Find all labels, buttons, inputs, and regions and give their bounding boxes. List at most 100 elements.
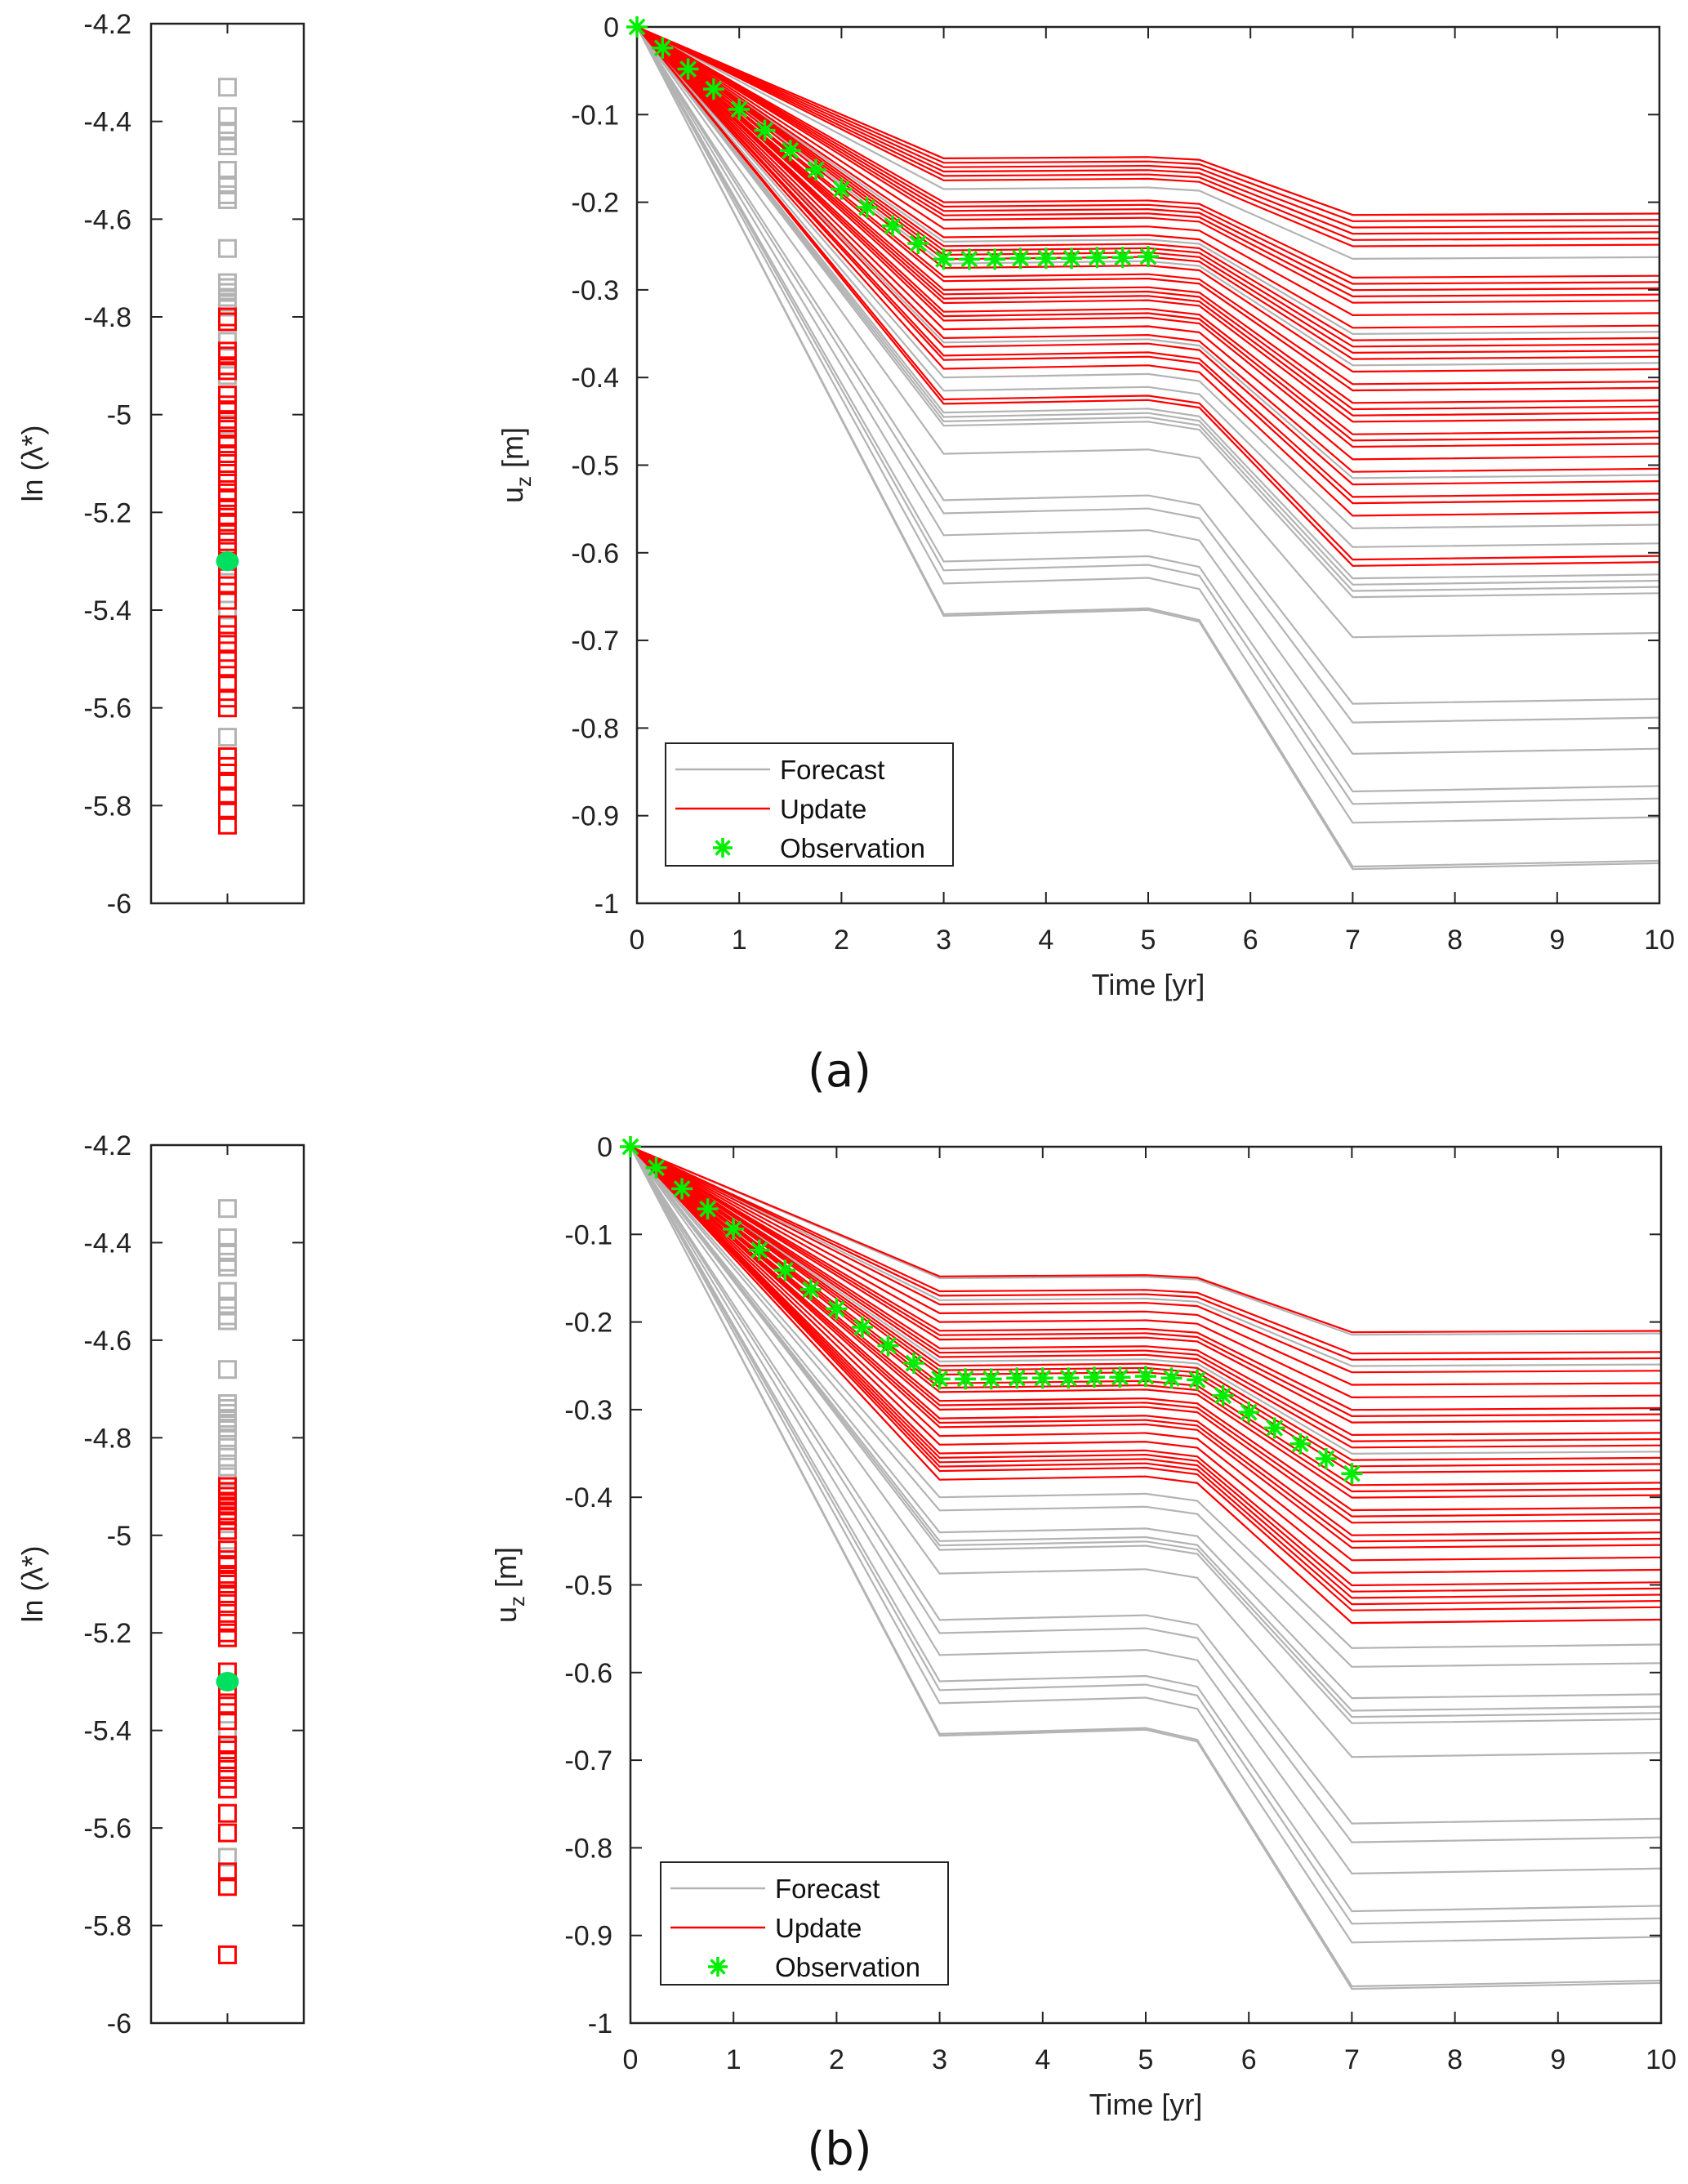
update-parameter-marker [218,400,237,420]
y-axis-title-symbol: u [496,487,529,503]
update-parameter-marker [218,1603,237,1623]
x-tick-label: 2 [829,2044,844,2075]
update-trajectory [637,26,1659,292]
observation-marker [831,178,853,200]
lambda-strip-plot-a: -4.2 -4.4 -4.6 -4.8 -5 -5.2 -5.4 -5.6 -5.8 -6 ln (… [16,9,305,920]
observation-marker [856,197,878,219]
forecast-parameter-marker [218,1467,237,1486]
update-parameter-marker [218,1521,237,1540]
update-trajectory [630,1146,1661,1587]
x-tick-label: 5 [1138,2044,1154,2075]
update-trajectory [630,1146,1661,1449]
observation-marker [933,248,955,270]
update-parameter-marker [218,674,237,693]
forecast-parameter-marker [218,175,237,194]
forecast-trajectory [630,1146,1661,1875]
update-parameter-marker [218,463,237,483]
panel-caption-a: (a) [808,1045,871,1098]
observation-marker [805,158,827,181]
forecast-parameter-marker [218,1199,237,1219]
update-trajectory [637,26,1659,561]
panel-b: -4.2 -4.4 -4.6 -4.8 -5 -5.2 -5.4 -5.6 -5.8 -6 ln (… [16,1130,1677,2176]
forecast-trajectory [630,1146,1661,1700]
forecast-trajectory [637,26,1659,580]
update-parameter-marker [218,1741,237,1760]
update-parameter-marker [218,625,237,644]
update-trajectory [637,26,1659,247]
observation-marker [1031,1367,1053,1389]
forecast-trajectory [637,26,1659,261]
forecast-parameter-marker [218,1447,237,1467]
strip-y-tick-label: -5 [107,400,131,431]
observation-marker [652,37,674,59]
forecast-parameter-marker [218,1428,237,1447]
strip-y-tick-label: -4.4 [83,1228,131,1259]
forecast-trajectory [630,1146,1661,1724]
observation-marker [903,1353,925,1375]
x-tick-label: 6 [1243,925,1258,956]
update-parameter-marker [218,473,237,493]
update-trajectory [630,1146,1661,1442]
strip-y-tick-label: -5.2 [83,1618,131,1649]
displacement-plot-b: 0 1 2 3 4 5 6 7 8 9 10 0 -0.1 -0.2 -0.3 -0.4 -0.5 -0.6 -0.… [489,1132,1677,2121]
y-axis-title-subscript: z [505,1596,529,1607]
forecast-trajectory [637,26,1659,529]
forecast-trajectory [630,1146,1661,1925]
x-tick-label: 0 [623,2044,639,2075]
true-parameter-marker [216,1671,239,1691]
observation-marker [1086,247,1108,269]
strip-y-tick-label: -4.6 [83,1326,131,1357]
legend: Forecast Update Observation [660,1861,949,1986]
strip-y-tick-label: -4.4 [83,107,131,138]
update-trajectory [630,1146,1661,1543]
y-tick-label: -0.3 [564,1395,612,1426]
update-parameter-marker [218,1823,237,1843]
legend-observation-swatch [713,838,733,858]
x-tick-label: 0 [630,925,645,956]
forecast-trajectory [637,26,1659,479]
update-trajectory [630,1146,1661,1461]
update-parameter-marker [218,1575,237,1593]
forecast-parameter-marker [218,1360,237,1379]
update-parameter-marker [218,1628,237,1647]
x-tick-label: 6 [1241,2044,1257,2075]
forecast-trajectory [637,26,1659,586]
observation-marker [958,248,980,270]
observation-marker [929,1368,951,1390]
update-trajectory [637,25,1659,216]
forecast-parameter-marker [218,600,237,620]
update-trajectory [630,1146,1661,1418]
x-tick-label: 1 [732,925,747,956]
x-tick-label: 8 [1447,925,1463,956]
update-parameter-marker [218,532,237,551]
x-tick-label: 8 [1447,2044,1463,2075]
observation-marker [1160,1367,1182,1389]
x-tick-label: 9 [1550,2044,1566,2075]
update-trajectory [637,26,1659,341]
update-parameter-marker [218,815,237,835]
strip-y-tick-label: -4.8 [83,1423,131,1454]
y-tick-label: -0.7 [564,1745,612,1776]
update-trajectory [630,1146,1661,1574]
update-parameter-marker [218,497,237,517]
update-trajectory [630,1145,1661,1334]
update-trajectory [637,26,1659,304]
update-parameter-marker [218,1759,237,1779]
update-parameter-marker [218,1711,237,1731]
strip-y-tick-label: -5.4 [83,1716,131,1747]
update-parameter-marker [218,386,237,405]
forecast-trajectory [637,26,1659,755]
update-parameter-marker [218,786,237,805]
x-tick-label: 9 [1549,925,1565,956]
strip-y-tick-label: -4.6 [83,204,131,235]
strip-y-tick-label: -4.8 [83,302,131,333]
forecast-parameter-marker [218,1418,237,1437]
forecast-parameter-marker [218,131,237,151]
y-tick-label: -0.6 [571,538,619,569]
x-tick-label: 7 [1344,2044,1360,2075]
x-tick-label: 7 [1345,925,1361,956]
update-trajectory [637,26,1659,417]
update-parameter-marker [218,410,237,430]
observation-marker [1061,247,1083,270]
forecast-parameter-marker [218,122,237,141]
